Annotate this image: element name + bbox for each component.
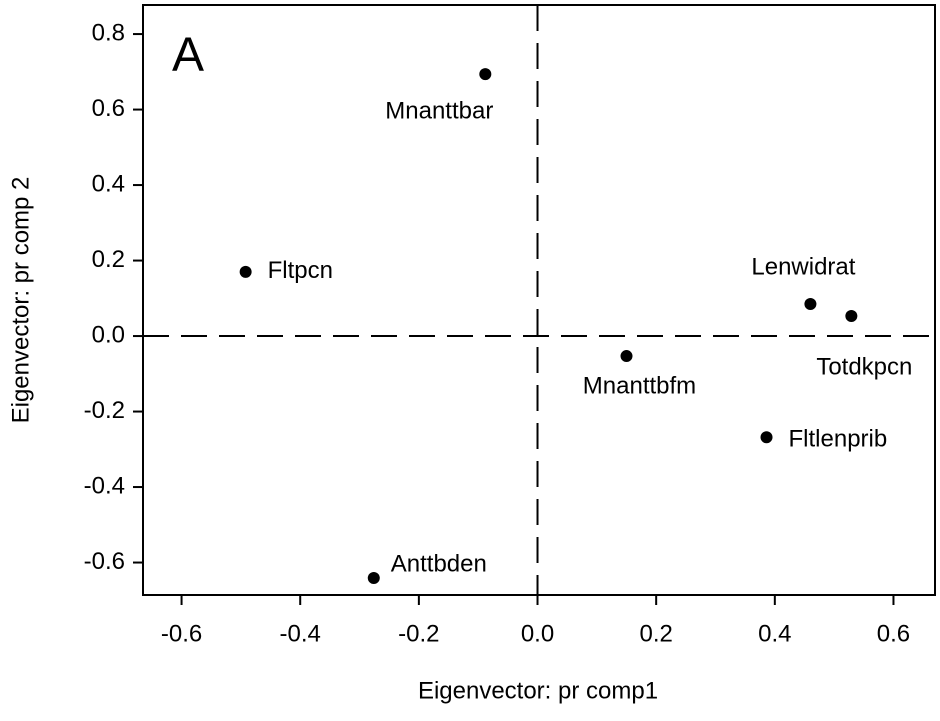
point-label: Mnanttbar (385, 97, 493, 124)
x-tick-label: -0.2 (398, 620, 439, 647)
point (620, 350, 633, 363)
point-label: Anttbden (391, 550, 487, 577)
point (760, 431, 773, 444)
point-label: Mnanttbfm (583, 372, 696, 399)
y-tick-label: 0.4 (92, 170, 125, 197)
point-label: Fltpcn (268, 257, 333, 284)
y-tick-label: 0.2 (92, 246, 125, 273)
y-tick-label: -0.4 (84, 472, 125, 499)
point (804, 297, 817, 310)
y-tick-label: 0.0 (92, 321, 125, 348)
x-axis-label: Eigenvector: pr comp1 (418, 677, 658, 704)
x-tick-label: -0.4 (280, 620, 321, 647)
point-label: Totdkpcn (816, 353, 912, 380)
panel-label: A (172, 29, 204, 82)
x-tick-label: -0.6 (161, 620, 202, 647)
point (367, 572, 380, 585)
y-tick-label: 0.8 (92, 19, 125, 46)
y-axis-label: Eigenvector: pr comp 2 (7, 177, 34, 424)
y-tick-label: 0.6 (92, 95, 125, 122)
x-tick-label: 0.2 (639, 620, 672, 647)
y-tick-label: -0.2 (84, 397, 125, 424)
x-tick-label: 0.0 (521, 620, 554, 647)
plot-frame (142, 4, 936, 596)
point (479, 68, 492, 81)
point (845, 310, 858, 323)
point-label: Lenwidrat (751, 253, 855, 280)
point-label: Fltlenprib (789, 426, 888, 453)
x-tick-label: 0.6 (877, 620, 910, 647)
x-tick-label: 0.4 (758, 620, 791, 647)
y-tick-label: -0.6 (84, 548, 125, 575)
point (239, 265, 252, 278)
